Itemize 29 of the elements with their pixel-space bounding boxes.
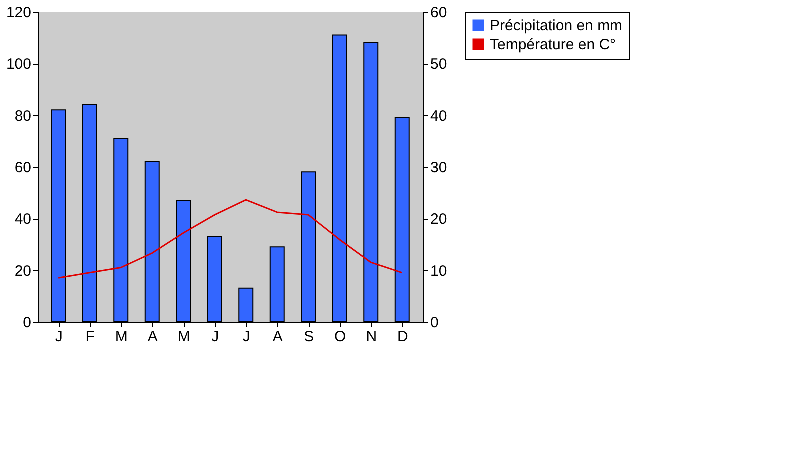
x-tick-label: J [212,328,220,346]
y-tick-label: 40 [14,211,32,228]
y2-tick-label: 60 [430,4,448,22]
line-series [58,199,404,279]
x-tick-label: F [86,328,95,346]
y-tick-label: 80 [14,108,32,125]
y2-tick-label: 40 [430,108,448,125]
y-tick-label: 0 [23,314,32,332]
y-tick-label: 120 [6,4,32,22]
legend-label: Température en C° [490,36,616,54]
y2-tick-label: 20 [430,211,448,228]
x-tick-label: M [178,328,190,346]
x-tick-label: J [242,328,250,346]
y-tick-label: 100 [6,56,32,74]
x-tick-label: J [55,328,63,346]
x-tick-label: S [304,328,314,346]
y-tick-label: 60 [14,160,32,176]
x-tick-label: O [334,328,346,346]
y-tick-label: 20 [14,262,32,280]
x-tick-label: A [148,328,158,346]
y2-tick-label: 50 [430,56,448,74]
y2-tick-label: 30 [430,160,448,176]
x-tick-label: A [272,328,283,346]
x-tick-label: M [115,328,128,346]
x-tick-label: D [397,328,408,346]
y2-tick-label: 0 [430,314,439,332]
x-tick-label: N [366,328,378,346]
y2-tick-label: 10 [430,262,448,280]
legend-label: Précipitation en mm [490,18,623,34]
